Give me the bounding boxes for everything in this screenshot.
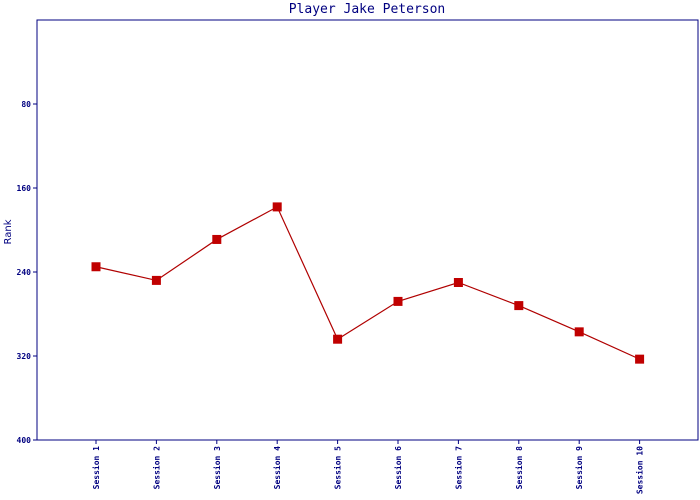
x-tick-label: Session 1: [91, 446, 101, 490]
x-tick-label: Session 7: [453, 446, 463, 490]
data-point-marker: [91, 262, 101, 272]
y-tick-label: 160: [17, 184, 32, 193]
x-tick-label: Session 3: [212, 446, 222, 490]
x-tick-label: Session 6: [393, 446, 403, 490]
data-point-marker: [393, 296, 403, 306]
data-point-marker: [514, 301, 524, 311]
y-axis-label: Rank: [3, 219, 14, 244]
y-axis-ticks: 80 160 240 320 400: [17, 100, 37, 445]
data-point-marker: [333, 334, 343, 344]
y-tick-label: 400: [17, 436, 32, 445]
x-tick-label: Session 8: [514, 446, 524, 490]
x-tick-label: Session 4: [272, 446, 282, 490]
data-point-marker: [635, 354, 645, 364]
data-point-marker: [453, 278, 463, 287]
x-tick-label: Session 2: [151, 446, 161, 490]
data-point-marker: [151, 275, 161, 285]
y-tick-label: 240: [17, 268, 32, 277]
y-tick-label: 80: [21, 100, 31, 109]
x-axis-ticks: Session 1 Session 2 Session 3 Session 4 Sess…: [91, 440, 645, 494]
x-tick-label: Session 9: [574, 446, 584, 490]
data-point-marker: [212, 234, 222, 244]
y-tick-label: 320: [17, 352, 32, 361]
series-line: [95, 206, 640, 360]
data-point-marker: [272, 202, 282, 212]
x-tick-label: Session 5: [333, 446, 343, 490]
series-rank: [91, 202, 645, 364]
x-tick-label: Session 10: [635, 446, 645, 494]
plot-area-frame: [36, 19, 699, 441]
chart-title: Player Jake Peterson: [289, 2, 446, 17]
data-point-marker: [574, 327, 584, 337]
